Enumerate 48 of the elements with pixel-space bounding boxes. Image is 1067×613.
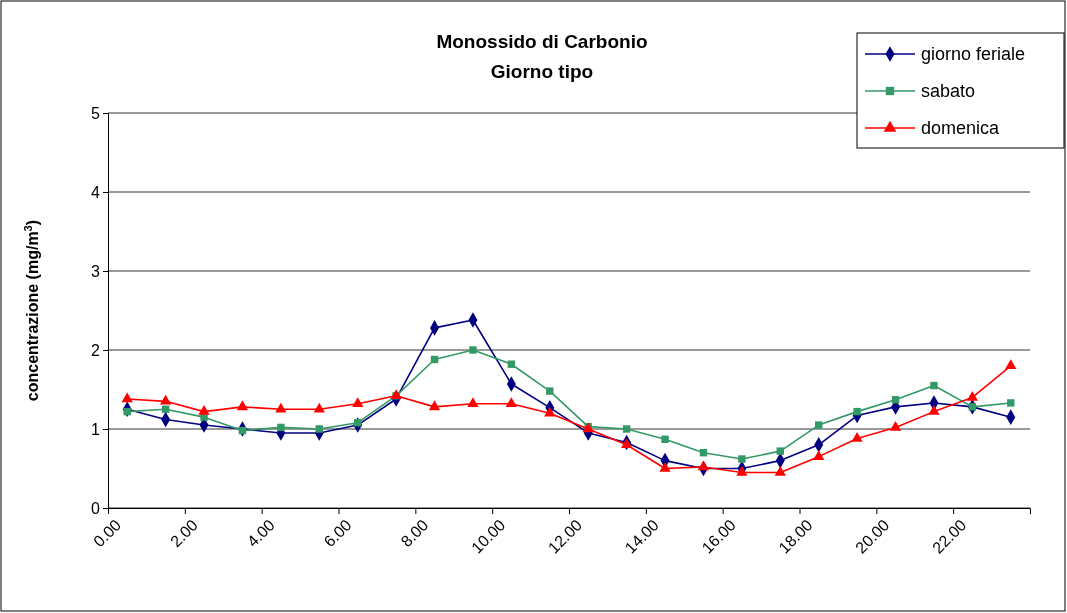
point	[815, 421, 823, 429]
legend-label: sabato	[921, 81, 976, 101]
point	[928, 405, 940, 415]
point	[968, 403, 977, 411]
point	[889, 420, 902, 431]
point	[428, 400, 441, 411]
point	[659, 461, 671, 472]
y-tick-label: 5	[91, 104, 101, 122]
x-tick-label: 8.00	[397, 516, 432, 551]
legend-label: domenica	[921, 118, 1001, 138]
y-tick-label: 0	[91, 499, 101, 517]
point	[813, 450, 825, 460]
x-tick-label: 0.00	[90, 516, 125, 551]
point	[1007, 399, 1015, 407]
point	[622, 425, 631, 433]
point	[1005, 359, 1017, 370]
point	[776, 447, 784, 455]
y-tick-label: 1	[91, 420, 101, 438]
point	[697, 460, 710, 471]
point	[736, 465, 748, 476]
point	[774, 465, 786, 476]
x-tick-label: 4.00	[243, 516, 278, 551]
point	[546, 387, 554, 395]
point	[352, 397, 364, 407]
point	[277, 423, 285, 432]
point	[236, 400, 249, 411]
point	[198, 405, 210, 415]
point	[620, 438, 633, 449]
point	[505, 397, 518, 407]
chart-subtitle: Giorno tipo	[490, 61, 594, 82]
point	[661, 435, 669, 443]
point	[851, 431, 863, 442]
point	[313, 402, 325, 413]
point	[121, 392, 133, 403]
y-tick-label: 3	[91, 262, 101, 280]
y-tick-label: 2	[91, 341, 101, 359]
y-tick-label: 4	[91, 183, 101, 201]
point	[738, 455, 746, 463]
point	[469, 346, 477, 354]
point	[467, 397, 479, 407]
point	[544, 406, 556, 417]
point	[930, 381, 938, 390]
point	[275, 402, 287, 413]
point	[159, 394, 172, 405]
point	[966, 390, 979, 401]
x-tick-label: 6.00	[320, 516, 355, 551]
chart-title: Monossido di Carbonio	[436, 31, 648, 52]
legend-label: giorno feriale	[921, 44, 1026, 64]
